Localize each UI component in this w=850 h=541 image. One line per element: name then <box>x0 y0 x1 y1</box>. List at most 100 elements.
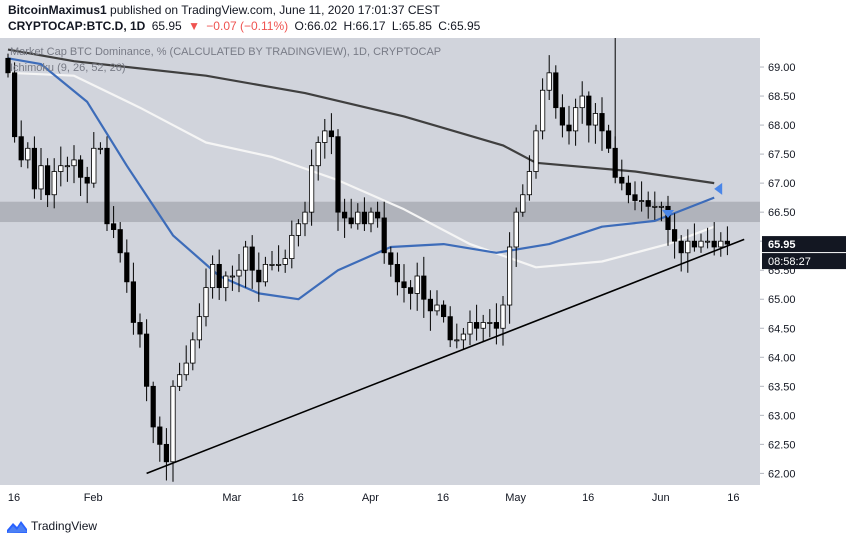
candle-body-up <box>658 205 665 208</box>
candle <box>216 249 222 300</box>
candle <box>685 229 691 273</box>
candle-body-down <box>11 72 18 138</box>
candle <box>427 290 434 331</box>
price-tick-label: 64.50 <box>768 323 796 335</box>
candle-body-down <box>117 229 123 254</box>
price-tick-label: 62.50 <box>768 439 796 451</box>
candle-body-up <box>685 240 691 254</box>
candle-body-up <box>64 165 70 168</box>
time-axis-background[interactable] <box>0 485 760 512</box>
time-tick-label: 16 <box>437 492 449 504</box>
time-tick-label: Apr <box>362 492 379 504</box>
candle-body-down <box>18 136 24 161</box>
candle-body-down <box>632 194 638 201</box>
candle <box>473 304 480 341</box>
candle-body-down <box>724 240 731 245</box>
white-moving-average-line <box>7 71 715 269</box>
candle-body-down <box>124 252 130 283</box>
candle <box>513 207 519 267</box>
candle-body-up <box>308 165 315 213</box>
candle-body-up <box>209 264 216 289</box>
candle <box>223 271 229 302</box>
signal-markers <box>662 182 723 219</box>
candle-body-up <box>454 339 460 342</box>
candle <box>652 191 658 220</box>
candle <box>467 310 473 346</box>
candle <box>480 314 486 342</box>
candle <box>97 142 103 155</box>
candle-body-down <box>341 211 348 219</box>
candle-body-down <box>559 107 566 126</box>
candle <box>111 206 117 239</box>
dark-moving-average-line <box>7 48 715 185</box>
brand-name[interactable]: TradingView <box>31 519 98 533</box>
candle <box>335 129 341 231</box>
candle-body-up <box>229 275 235 278</box>
time-axis[interactable]: 16 Feb Mar 16 Apr 16 May 16 Jun 16 <box>8 492 740 504</box>
candle <box>176 362 183 391</box>
candle-body-down <box>348 217 354 225</box>
candle-body-up <box>51 171 57 196</box>
candle <box>460 327 467 350</box>
price-chart[interactable]: 69.0068.5068.0067.5067.0066.5066.0065.50… <box>0 38 850 512</box>
candle <box>724 226 731 256</box>
candle-body-down <box>143 333 150 387</box>
symbol-label[interactable]: CRYPTOCAP:BTC.D, 1D <box>8 19 146 33</box>
candle-body-down <box>606 130 612 149</box>
author-name[interactable]: BitcoinMaximus1 <box>8 3 107 17</box>
candle-body-up <box>262 264 269 283</box>
candle-body-up <box>705 240 711 243</box>
candle-body-up <box>97 147 103 150</box>
price-axis[interactable]: 69.0068.5068.0067.5067.0066.5066.0065.50… <box>760 62 796 480</box>
candle <box>11 62 18 143</box>
candle-body-down <box>711 240 717 248</box>
candle <box>137 313 143 348</box>
candle <box>374 201 381 228</box>
down-arrow-icon: ▼ <box>188 19 200 33</box>
price-tick-label: 67.50 <box>768 149 796 161</box>
candle <box>579 81 585 124</box>
high-value: H:66.17 <box>343 19 386 33</box>
candle <box>678 235 684 272</box>
candle-body-up <box>368 211 374 225</box>
left-arrow-marker <box>714 182 723 195</box>
candle-body-down <box>401 281 407 289</box>
candle-body-up <box>322 130 328 143</box>
tradingview-logo-icon[interactable] <box>6 517 28 535</box>
candle-body-up <box>480 322 486 329</box>
candle-body-up <box>58 165 64 172</box>
candle <box>506 232 513 324</box>
candle <box>718 232 724 257</box>
candle-body-down <box>691 240 698 248</box>
candle <box>487 309 493 338</box>
time-tick-label: 16 <box>8 492 20 504</box>
candle-body-down <box>104 147 110 225</box>
candle <box>672 213 678 259</box>
candle-body-up <box>520 194 526 213</box>
price-tags: 65.95 08:58:27 <box>762 236 846 270</box>
candle-body-up <box>500 304 506 329</box>
candle <box>282 249 288 273</box>
candle-body-down <box>625 182 632 196</box>
price-axis-background[interactable] <box>760 38 850 512</box>
candle-body-down <box>150 385 156 428</box>
candle-body-down <box>45 165 51 196</box>
time-tick-label: Mar <box>222 492 241 504</box>
time-tick-label: May <box>505 492 526 504</box>
price-tick-label: 68.50 <box>768 91 796 103</box>
candle-body-up <box>579 95 585 109</box>
candle <box>546 55 552 100</box>
candle <box>526 155 533 201</box>
candle-body-up <box>302 211 308 225</box>
candle <box>84 166 90 204</box>
time-tick-label: 16 <box>582 492 594 504</box>
price-tick-label: 69.00 <box>768 62 796 74</box>
ascending-trendline <box>146 238 745 475</box>
candle-body-down <box>440 304 447 318</box>
price-tick-label: 63.50 <box>768 381 796 393</box>
candle <box>632 181 638 211</box>
candle <box>104 136 110 231</box>
candle-body-down <box>84 176 90 184</box>
candle-body-down <box>421 275 427 300</box>
candle-body-up <box>236 269 242 277</box>
